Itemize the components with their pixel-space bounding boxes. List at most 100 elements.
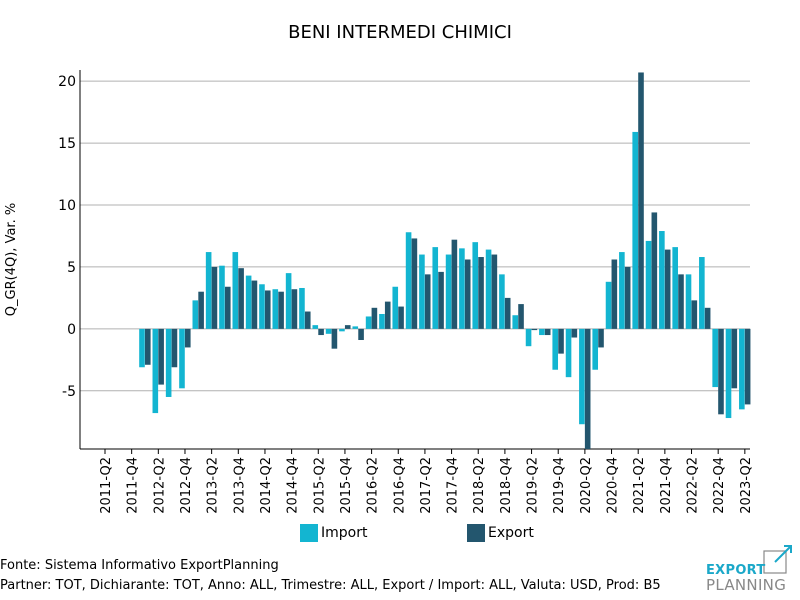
legend-export[interactable]: Export <box>467 524 534 542</box>
y-tick-label: 0 <box>67 322 76 338</box>
import-bar <box>432 247 439 329</box>
import-bar <box>339 328 345 332</box>
x-tick-label: 2017-Q4 <box>446 457 461 514</box>
export-bar <box>384 301 391 329</box>
import-bar <box>659 231 665 329</box>
x-tick-label: 2011-Q4 <box>126 457 141 514</box>
import-bar <box>299 287 305 329</box>
x-tick-label: 2012-Q4 <box>179 457 194 514</box>
x-tick-label: 2013-Q2 <box>206 457 221 514</box>
import-bar <box>219 265 225 329</box>
import-bar <box>512 315 519 329</box>
x-tick-label: 2014-Q2 <box>259 457 274 514</box>
export-bar <box>291 289 298 329</box>
x-tick-label: 2021-Q2 <box>632 457 647 514</box>
filter-note: Partner: TOT, Dichiarante: TOT, Anno: AL… <box>0 578 661 593</box>
import-swatch <box>300 524 318 542</box>
import-bar <box>352 326 359 329</box>
import-bar <box>165 328 172 397</box>
import-bar <box>739 328 745 410</box>
export-bar <box>371 307 378 329</box>
import-bar <box>192 300 199 329</box>
export-bar <box>518 304 524 329</box>
export-bar <box>731 328 738 389</box>
export-bar <box>504 297 511 329</box>
export-bar <box>438 271 444 329</box>
export-bar <box>464 259 471 329</box>
export-bar <box>611 259 618 329</box>
export-bar <box>411 238 418 329</box>
export-bar <box>238 268 244 329</box>
export-bar <box>158 328 164 385</box>
import-bar <box>539 328 545 336</box>
export-bar <box>558 328 564 354</box>
legend-export-label: Export <box>488 525 534 541</box>
import-bar <box>152 328 159 414</box>
export-bar <box>184 328 191 348</box>
export-bar <box>598 328 604 348</box>
import-bar <box>605 281 612 329</box>
import-bar <box>672 247 678 329</box>
export-bar <box>691 300 698 329</box>
x-tick-label: 2022-Q4 <box>712 457 727 514</box>
import-bar <box>379 313 385 329</box>
x-tick-label: 2016-Q2 <box>366 457 381 514</box>
export-bar <box>358 328 364 341</box>
import-bar <box>725 328 732 419</box>
logo-line2: PLANNING <box>706 576 787 594</box>
export-bar <box>344 325 351 329</box>
import-bar <box>565 328 572 378</box>
legend-import[interactable]: Import <box>300 524 367 542</box>
import-bar <box>405 232 412 329</box>
chart-title: BENI INTERMEDI CHIMICI <box>288 22 512 43</box>
import-bar <box>459 248 465 329</box>
bar-chart: -5 0 5 10 15 20 Q_GR(4Q), Var. % 2011-Q2 2011-Q4… <box>4 70 754 514</box>
import-bar <box>312 325 319 329</box>
export-bar <box>544 328 551 336</box>
export-bar <box>478 257 484 329</box>
x-tick-label: 2023-Q2 <box>739 457 754 514</box>
export-bar <box>304 311 311 329</box>
x-tick-label: 2019-Q4 <box>552 457 567 514</box>
export-bar <box>144 328 151 365</box>
import-bar <box>205 252 212 329</box>
x-tick-label: 2018-Q2 <box>472 457 487 514</box>
import-bar <box>712 328 718 388</box>
x-tick-label: 2019-Q2 <box>526 457 541 514</box>
export-bar <box>531 328 538 331</box>
x-tick-label: 2012-Q2 <box>152 457 167 514</box>
export-bar <box>331 328 338 349</box>
x-tick-label: 2013-Q4 <box>232 457 247 514</box>
export-swatch <box>467 524 485 542</box>
export-bar <box>571 328 578 338</box>
y-axis-label: Q_GR(4Q), Var. % <box>4 203 19 316</box>
export-bar <box>278 291 284 329</box>
import-bar <box>632 131 638 329</box>
legend-import-label: Import <box>321 525 368 541</box>
y-tick-label: 15 <box>58 136 76 152</box>
import-bar <box>419 254 425 329</box>
import-bar <box>685 274 692 329</box>
import-bar <box>645 240 652 329</box>
import-bar <box>259 284 265 329</box>
export-bar <box>398 306 404 329</box>
import-bar <box>245 275 252 329</box>
x-tick-label: 2015-Q2 <box>312 457 327 514</box>
x-tick-label: 2016-Q4 <box>392 457 407 514</box>
export-bar <box>744 328 751 405</box>
export-bar <box>491 254 498 329</box>
export-bar <box>664 249 671 329</box>
export-bar <box>624 266 631 329</box>
y-tick-label: -5 <box>62 384 76 400</box>
export-bar <box>264 290 271 329</box>
logo-mark-icon <box>763 545 792 574</box>
x-tick-label: 2017-Q2 <box>419 457 434 514</box>
export-bar <box>224 286 231 329</box>
import-bar <box>552 328 559 370</box>
export-bar <box>198 291 204 329</box>
import-bar <box>179 328 185 389</box>
export-bar <box>678 274 684 329</box>
import-bar <box>272 289 279 329</box>
import-bar <box>619 252 625 329</box>
import-bar <box>699 257 705 329</box>
